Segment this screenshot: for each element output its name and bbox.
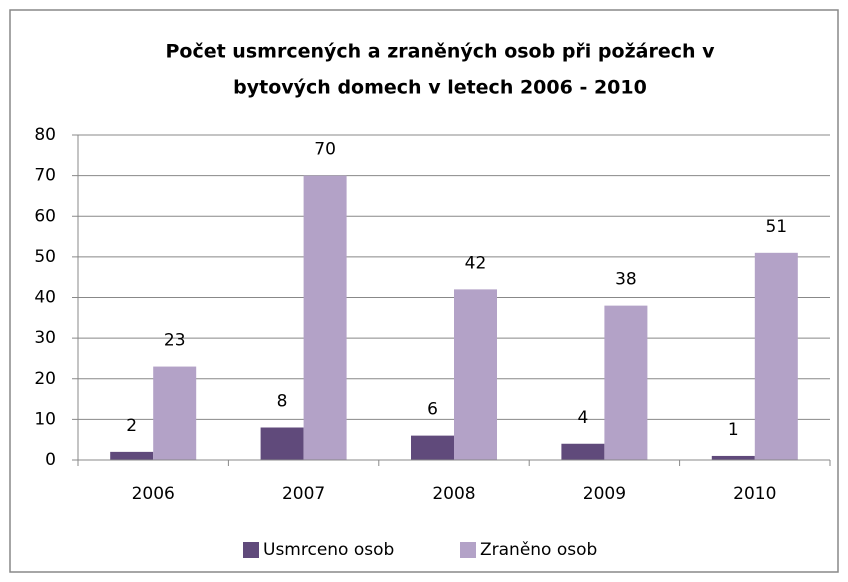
bar: [604, 305, 648, 460]
x-tick-label: 2006: [132, 484, 175, 504]
legend-label: Usmrceno osob: [263, 540, 394, 560]
bar: [153, 366, 197, 460]
y-tick-label: 40: [34, 288, 56, 308]
data-label: 2: [126, 416, 137, 436]
y-tick-label: 10: [34, 409, 56, 429]
data-label: 8: [277, 392, 288, 412]
legend-swatch: [460, 542, 476, 558]
y-tick-label: 20: [34, 369, 56, 389]
bar: [561, 443, 605, 460]
data-label: 38: [615, 270, 637, 290]
x-tick-label: 2009: [583, 484, 626, 504]
x-tick-label: 2007: [282, 484, 325, 504]
legend-label: Zraněno osob: [480, 540, 597, 560]
y-tick-label: 30: [34, 328, 56, 348]
bar: [754, 252, 798, 460]
chart-title: bytových domech v letech 2006 - 2010: [233, 77, 647, 99]
legend-swatch: [243, 542, 259, 558]
data-label: 42: [465, 253, 487, 273]
chart-title: Počet usmrcených a zraněných osob při po…: [165, 41, 715, 63]
y-tick-label: 0: [45, 450, 56, 470]
data-label: 6: [427, 400, 438, 420]
y-tick-label: 50: [34, 247, 56, 267]
data-label: 70: [314, 140, 336, 160]
bar: [711, 455, 755, 460]
bar: [303, 175, 347, 460]
bar: [411, 435, 454, 460]
bar: [260, 427, 304, 460]
x-tick-label: 2008: [432, 484, 475, 504]
data-label: 51: [765, 217, 787, 237]
data-label: 1: [728, 420, 739, 440]
bar: [110, 451, 154, 460]
data-label: 23: [164, 331, 186, 351]
x-tick-label: 2010: [733, 484, 776, 504]
y-tick-label: 70: [34, 166, 56, 186]
chart-border: [9, 9, 839, 573]
y-tick-label: 80: [34, 125, 56, 145]
bar: [454, 289, 497, 460]
y-tick-label: 60: [34, 206, 56, 226]
data-label: 4: [577, 408, 588, 428]
